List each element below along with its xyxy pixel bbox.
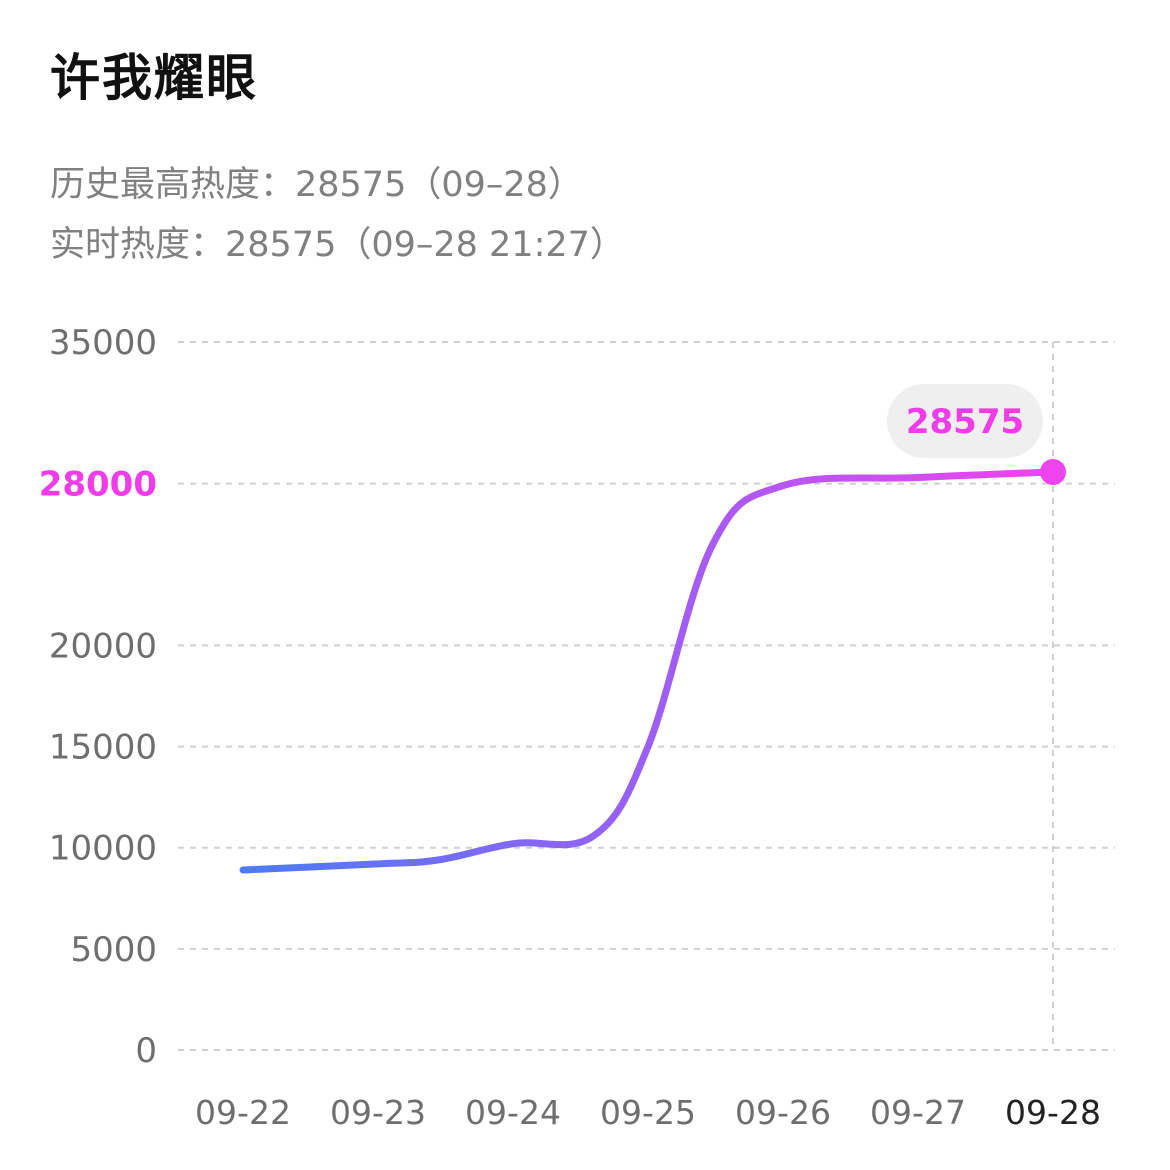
y-tick-label: 28000 [39, 465, 157, 505]
realtime-heat-text: 实时热度：28575（09–28 21:27） [50, 225, 625, 265]
y-tick-label: 20000 [49, 626, 157, 666]
x-tick-label: 09-24 [465, 1093, 561, 1132]
page-title: 许我耀眼 [50, 49, 258, 107]
x-axis: 09-22 09-23 09-24 09-25 09-26 09-27 09-28 [195, 1093, 1101, 1132]
peak-heat-text: 历史最高热度：28575（09–28） [50, 165, 583, 205]
y-tick-label: 0 [135, 1031, 157, 1071]
x-tick-label: 09-22 [195, 1093, 291, 1132]
series-line [239, 468, 1057, 874]
x-tick-label: 09-27 [870, 1093, 966, 1132]
x-tick-label: 09-25 [600, 1093, 696, 1132]
x-tick-label: 09-28 [1005, 1093, 1101, 1132]
y-tick-label: 35000 [49, 323, 157, 363]
current-value-point[interactable] [1040, 458, 1066, 485]
y-axis: 35000 28000 20000 15000 10000 5000 0 [39, 323, 157, 1071]
series-layer [239, 468, 1057, 874]
annotation-layer: 28575 [887, 383, 1066, 485]
x-tick-label: 09-23 [330, 1093, 426, 1132]
x-tick-label: 09-26 [735, 1093, 831, 1132]
y-tick-label: 5000 [70, 930, 157, 970]
y-tick-label: 10000 [49, 829, 157, 869]
value-bubble [887, 383, 1043, 458]
value-bubble-label: 28575 [906, 402, 1024, 442]
y-tick-label: 15000 [49, 728, 157, 768]
